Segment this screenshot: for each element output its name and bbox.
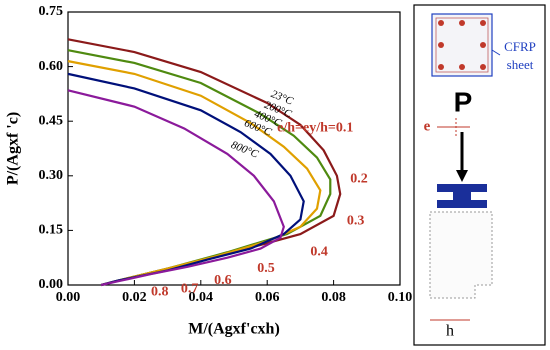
stirrup: [435, 17, 489, 73]
plot-frame: [67, 11, 401, 286]
annotation: 0.3: [347, 214, 365, 229]
x-tick-label: 0.06: [255, 290, 280, 305]
annotation: 0.8: [151, 284, 169, 299]
column-specimen: [429, 211, 493, 299]
y-axis-title: P/(Agxf 'c): [5, 112, 22, 185]
y-tick-label: 0.15: [39, 223, 64, 238]
annotation: 0.7: [181, 282, 199, 297]
y-tick-label: 0.45: [39, 113, 64, 128]
diagram-label: sheet: [507, 57, 534, 72]
annotation: 0.5: [257, 261, 275, 276]
series-line: [67, 60, 322, 287]
x-tick-label: 0.04: [189, 290, 214, 305]
leader: [491, 49, 501, 56]
chart: 0.00 0.02 0.04 0.06 0.08 0.10 0.00 0.15 0.30 0.45…: [5, 4, 413, 337]
y-tick-label: 0.00: [39, 277, 64, 292]
diagram-label: CFRP: [504, 39, 536, 54]
series-line: [67, 49, 332, 287]
annotation: 0.2: [350, 172, 368, 187]
y-tick-label: 0.30: [39, 168, 64, 183]
annotation: e/h=ey/h=0.1: [277, 121, 353, 136]
x-tick-label: 0.10: [388, 290, 413, 305]
y-tick-label: 0.60: [39, 59, 64, 74]
x-tick-label: 0.00: [56, 290, 81, 305]
loading-plate: [437, 184, 487, 192]
loading-plate: [437, 200, 487, 208]
diagram-label: h: [446, 323, 454, 340]
x-tick-label: 0.08: [321, 290, 346, 305]
x-axis-title: M/(Agxf'cxh): [188, 321, 280, 338]
rebars: [438, 20, 486, 70]
annotation: 0.6: [214, 273, 232, 288]
diagram: CFRP sheet P e h: [413, 4, 546, 346]
annotation: 0.4: [310, 244, 328, 259]
diagram-frame: [413, 4, 546, 346]
diagram-label: P: [454, 86, 473, 117]
series-line: [67, 89, 285, 287]
x-tick-label: 0.02: [122, 290, 147, 305]
diagram-label: e: [424, 118, 431, 134]
y-tick-label: 0.75: [39, 4, 64, 19]
arrow-head: [456, 170, 468, 182]
loading-plate: [453, 192, 471, 200]
